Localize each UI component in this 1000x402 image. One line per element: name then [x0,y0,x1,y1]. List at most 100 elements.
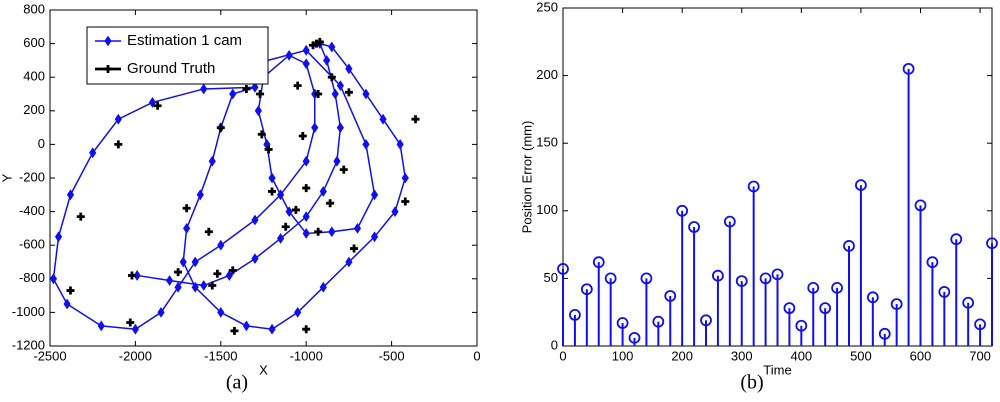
x-tick-label: 600 [910,348,932,363]
marker [200,280,208,291]
marker [333,155,341,167]
legend-marker [104,35,112,47]
marker [225,270,233,281]
marker [191,256,199,268]
marker [327,73,336,82]
marker [314,90,323,98]
marker [251,81,259,93]
marker [276,189,285,201]
marker [379,113,387,125]
marker [183,222,191,234]
stem-head [878,327,891,340]
marker [204,227,213,236]
marker [257,130,266,139]
y-tick-label: 0 [38,136,45,151]
legend-box [86,26,269,85]
marker [268,172,276,184]
marker [131,323,140,335]
marker [319,281,327,293]
marker [285,49,293,61]
marker [54,231,63,243]
stem-head [604,272,617,285]
marker [256,90,265,98]
marker [89,147,97,159]
marker [242,320,251,332]
y-tick-label: -800 [19,270,45,285]
marker [302,155,310,167]
marker [114,140,123,149]
marker [127,271,136,280]
y-tick-label: 250 [536,0,558,14]
y-tick-label: 600 [23,35,45,50]
marker [217,306,225,318]
marker [411,115,420,124]
marker [298,132,307,140]
marker [217,239,225,251]
marker [362,138,370,150]
y-tick-label: -200 [19,169,45,184]
stem-head [759,272,772,285]
marker [133,270,141,281]
x-tick-label: 0 [559,348,566,363]
marker [336,122,344,134]
marker [362,88,370,100]
marker [311,122,319,134]
x-tick-label: -1000 [290,348,323,363]
marker [302,184,311,193]
marker [370,189,379,201]
stem-head [747,180,760,193]
marker [179,256,187,268]
y-tick-label: 100 [536,202,558,217]
marker [336,80,344,92]
marker [153,101,162,110]
stem-head [986,237,998,250]
stem-head [640,272,653,285]
stem-head [855,179,867,192]
y-tick-label: 200 [23,102,45,117]
stem-head [807,281,820,294]
stem-head [628,331,641,344]
stem-head [902,62,915,75]
marker [63,298,71,310]
caption: (a) [226,372,248,394]
y-axis-label: Position Error (mm) [519,121,534,234]
stem-head [962,296,975,309]
marker [254,105,262,117]
marker [66,286,75,295]
marker [281,222,290,231]
y-tick-label: 150 [536,135,558,150]
marker [208,155,216,167]
marker [302,44,310,56]
stem-head [771,268,784,281]
marker [328,226,336,238]
y-tick-label: -400 [19,203,45,218]
trajectory-line [52,42,407,330]
marker [196,189,204,201]
marker [314,227,323,236]
legend-marker [104,65,112,73]
stem-head [783,302,796,315]
y-tick-label: 800 [23,1,45,16]
y-tick-label: 200 [536,67,558,82]
marker [401,197,410,206]
marker [200,83,208,95]
stem-head [914,199,927,212]
stem-head [569,309,581,321]
stem-head [938,286,951,298]
marker [251,214,259,226]
marker [302,58,310,70]
marker [97,320,105,332]
stem-head [866,291,879,304]
marker [285,206,293,218]
y-tick-label: -1200 [12,337,45,352]
stem-head [926,256,939,269]
marker [396,138,404,150]
x-tick-label: 300 [731,348,753,363]
marker [174,281,182,293]
x-tick-label: 500 [850,348,872,363]
stem-head [950,233,963,246]
marker [157,306,165,318]
marker [294,306,302,318]
stem-head [616,317,629,329]
